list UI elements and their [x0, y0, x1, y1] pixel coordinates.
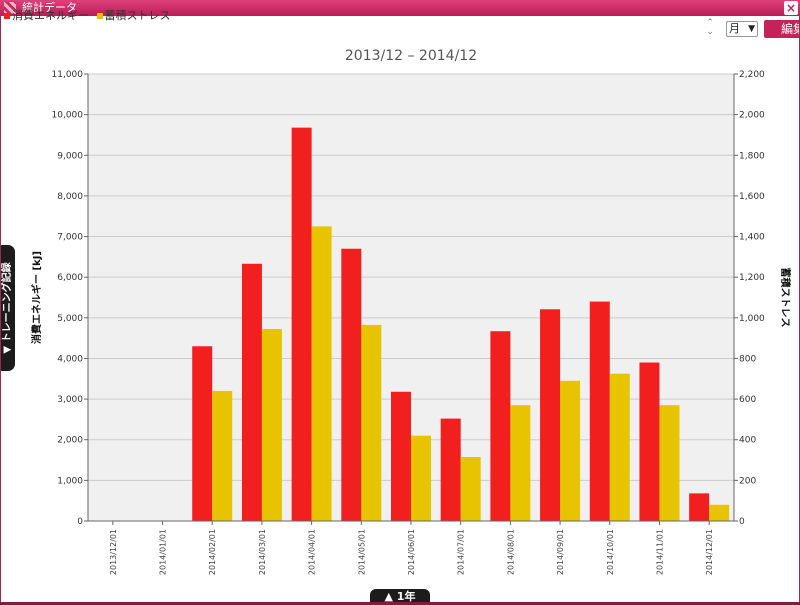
period-select-value: 月 [729, 22, 740, 35]
x-tick-label: 2014/11/01 [655, 529, 664, 575]
app-icon [4, 2, 16, 14]
bar-stress[interactable] [659, 405, 680, 521]
spinner-down-icon[interactable]: ⌄ [706, 27, 714, 37]
chevron-down-icon: ▼ [748, 24, 755, 34]
y-axis-left-label: 消費エネルギー [kJ] [30, 251, 43, 344]
close-button[interactable]: × [784, 1, 798, 15]
x-tick-label: 2014/10/01 [606, 529, 615, 575]
y-right-tick-label: 1,400 [739, 233, 765, 243]
y-left-tick-label: 8,000 [57, 192, 83, 202]
y-right-tick-label: 800 [739, 354, 756, 364]
x-tick-label: 2014/06/01 [407, 529, 416, 575]
bar-energy[interactable] [291, 127, 312, 521]
period-spinner[interactable]: ⌃ ⌄ [704, 19, 716, 39]
legend-item-stress[interactable]: 蓄積ストレス [96, 9, 171, 23]
y-right-tick-label: 1,600 [739, 192, 765, 202]
y-left-tick-label: 7,000 [57, 233, 83, 243]
bar-stress[interactable] [361, 324, 382, 521]
y-left-tick-label: 6,000 [57, 273, 83, 283]
y-right-tick-label: 2,000 [739, 111, 765, 121]
y-right-tick-label: 1,800 [739, 151, 765, 161]
x-tick-label: 2014/04/01 [308, 529, 317, 575]
y-right-tick-label: 600 [739, 395, 756, 405]
bar-energy[interactable] [490, 331, 511, 521]
y-right-tick-label: 1,000 [739, 314, 765, 324]
training-record-tab[interactable]: ▼ トレーニング記録 [1, 245, 15, 371]
legend-label-stress: 蓄積ストレス [104, 9, 171, 22]
window-title: 統計データ [22, 1, 77, 14]
y-right-tick-label: 0 [739, 517, 745, 527]
bar-energy[interactable] [639, 362, 660, 521]
y-right-tick-label: 2,200 [739, 70, 765, 80]
y-left-tick-label: 9,000 [57, 151, 83, 161]
period-select[interactable]: 月 ▼ [726, 21, 758, 37]
bar-stress[interactable] [311, 226, 332, 522]
edit-button[interactable]: 編集 [764, 20, 800, 38]
x-tick-label: 2014/05/01 [357, 529, 366, 575]
y-left-tick-label: 0 [77, 517, 83, 527]
spinner-up-icon[interactable]: ⌃ [706, 18, 714, 28]
x-tick-label: 2014/08/01 [506, 529, 515, 575]
bar-energy[interactable] [391, 391, 411, 521]
y-axis-right-label: 蓄積ストレス [779, 268, 792, 328]
bar-energy[interactable] [241, 263, 262, 521]
bar-energy[interactable] [689, 493, 710, 521]
y-left-tick-label: 3,000 [57, 395, 83, 405]
bar-stress[interactable] [709, 504, 730, 521]
y-right-tick-label: 200 [739, 476, 756, 486]
bar-stress[interactable] [609, 373, 630, 521]
chart-title: 2013/12 – 2014/12 [345, 48, 477, 64]
bar-stress[interactable] [212, 390, 233, 521]
y-left-tick-label: 10,000 [52, 111, 84, 121]
y-left-tick-label: 2,000 [57, 436, 83, 446]
window-titlebar: 統計データ × [0, 0, 800, 16]
y-right-tick-label: 400 [739, 436, 756, 446]
axes: 0 0 1,000 200 2,000 400 3,000 600 4,000 800 5,000 1… [52, 70, 766, 575]
legend-label-energy: 消費エネルギー [12, 9, 89, 22]
x-tick-label: 2014/07/01 [457, 529, 466, 575]
x-tick-label: 2014/03/01 [258, 529, 267, 575]
bar-stress[interactable] [560, 380, 581, 521]
bar-stress[interactable] [411, 435, 431, 521]
legend-swatch-stress [96, 13, 103, 19]
year-tab[interactable]: ▲ 1年 [370, 589, 430, 605]
x-tick-label: 2014/02/01 [208, 529, 217, 575]
bar-stress[interactable] [460, 456, 481, 521]
bars [192, 127, 730, 522]
x-tick-label: 2014/01/01 [159, 529, 168, 575]
training-record-tab-label: ▼ トレーニング記録 [2, 262, 13, 354]
y-right-tick-label: 1,200 [739, 273, 765, 283]
legend-item-energy[interactable]: 消費エネルギー [4, 9, 89, 23]
legend: 消費エネルギー 蓄積ストレス [4, 9, 175, 23]
bar-stress[interactable] [261, 328, 282, 521]
legend-swatch-energy [4, 13, 10, 19]
x-tick-label: 2013/12/01 [109, 529, 118, 575]
bar-stress[interactable] [510, 405, 531, 521]
bar-energy[interactable] [540, 309, 561, 521]
bar-energy[interactable] [341, 248, 362, 521]
y-left-tick-label: 11,000 [52, 70, 84, 80]
window-frame-bottom [0, 602, 800, 605]
y-left-tick-label: 5,000 [57, 314, 83, 324]
x-tick-label: 2014/12/01 [705, 529, 714, 575]
y-left-tick-label: 1,000 [57, 476, 83, 486]
y-left-tick-label: 4,000 [57, 354, 83, 364]
window-frame-left [0, 16, 1, 605]
bar-energy[interactable] [440, 418, 461, 521]
x-tick-label: 2014/09/01 [556, 529, 565, 575]
bar-energy[interactable] [589, 301, 610, 521]
bar-energy[interactable] [192, 346, 213, 521]
